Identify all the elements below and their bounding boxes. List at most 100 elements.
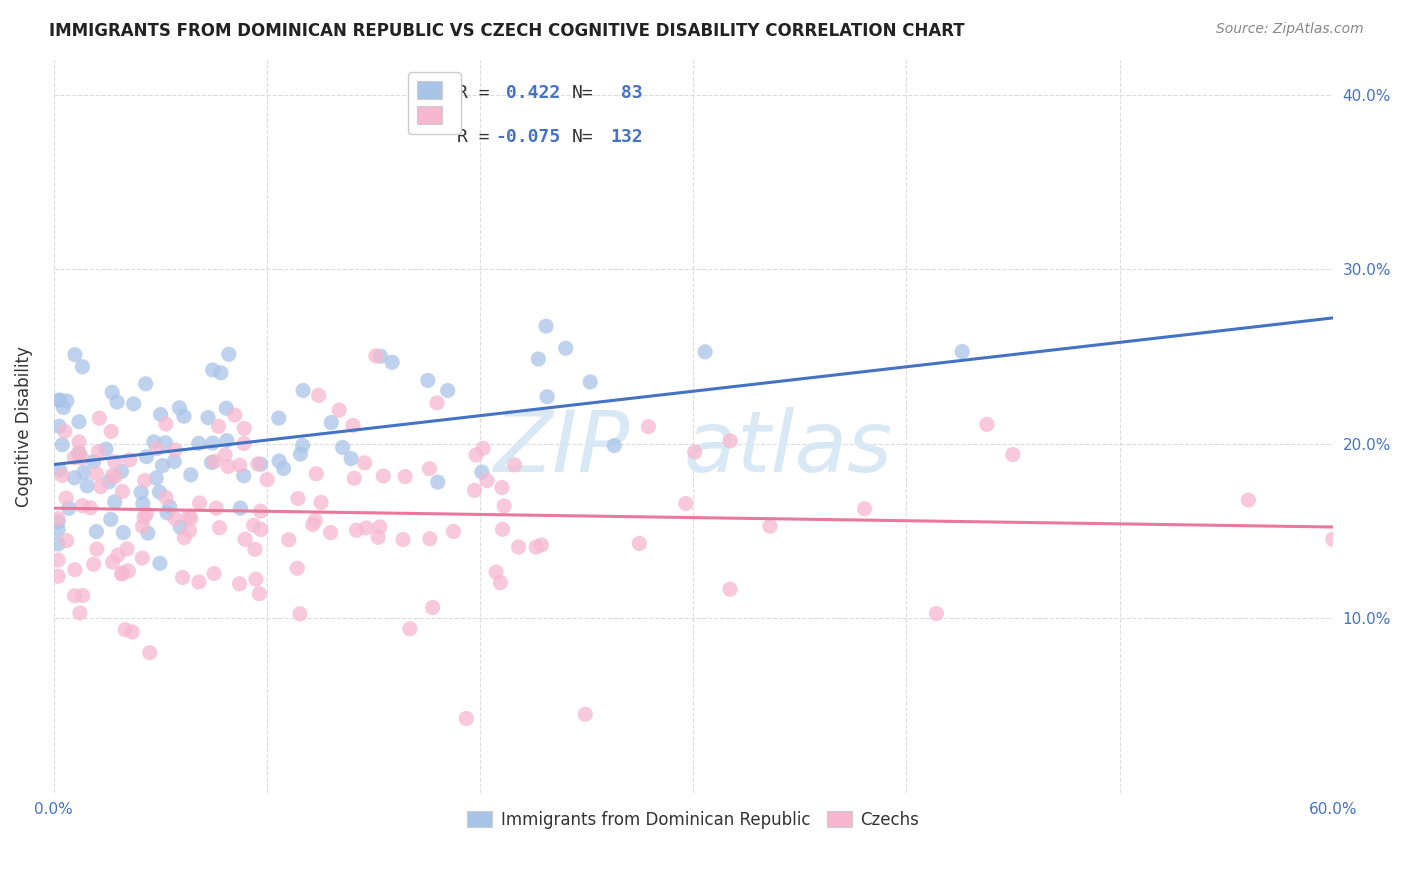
Point	[232, 436, 254, 450]
Point	[76, 479, 98, 493]
Text: IMMIGRANTS FROM DOMINICAN REPUBLIC VS CZECH COGNITIVE DISABILITY CORRELATION CHA: IMMIGRANTS FROM DOMINICAN REPUBLIC VS CZ…	[49, 22, 965, 40]
Point	[290, 447, 312, 461]
Point	[46, 512, 69, 526]
Point	[70, 451, 93, 466]
Point	[138, 646, 160, 660]
Point	[48, 393, 70, 408]
Point	[285, 561, 308, 575]
Point	[179, 524, 201, 538]
Text: -0.075: -0.075	[495, 128, 561, 145]
Point	[332, 441, 354, 455]
Point	[49, 393, 72, 408]
Point	[121, 625, 143, 640]
Point	[111, 566, 134, 580]
Point	[426, 396, 449, 410]
Point	[132, 497, 155, 511]
Point	[111, 484, 134, 499]
Point	[136, 526, 159, 541]
Point	[269, 454, 291, 468]
Point	[172, 570, 194, 584]
Point	[63, 471, 86, 485]
Point	[135, 376, 157, 391]
Point	[94, 442, 117, 457]
Point	[472, 442, 495, 456]
Point	[554, 341, 576, 355]
Point	[245, 572, 267, 586]
Point	[356, 521, 378, 535]
Point	[173, 531, 195, 545]
Point	[441, 524, 464, 539]
Point	[503, 458, 526, 472]
Legend: Immigrants from Dominican Republic, Czechs: Immigrants from Dominican Republic, Czec…	[461, 805, 925, 836]
Point	[456, 711, 478, 725]
Point	[105, 395, 128, 409]
Point	[46, 553, 69, 567]
Point	[67, 446, 90, 460]
Point	[232, 468, 254, 483]
Point	[188, 496, 211, 510]
Point	[142, 434, 165, 449]
Point	[534, 319, 557, 334]
Point	[491, 522, 513, 536]
Point	[579, 375, 602, 389]
Point	[603, 439, 626, 453]
Point	[104, 469, 127, 483]
Point	[100, 512, 122, 526]
Point	[101, 385, 124, 400]
Point	[292, 384, 315, 398]
Point	[208, 521, 231, 535]
Point	[155, 435, 177, 450]
Point	[950, 344, 973, 359]
Point	[72, 499, 94, 513]
Point	[67, 446, 90, 460]
Text: N=: N=	[572, 84, 593, 102]
Point	[249, 457, 271, 471]
Point	[491, 480, 513, 494]
Point	[637, 419, 659, 434]
Point	[83, 558, 105, 572]
Point	[79, 500, 101, 515]
Point	[373, 469, 395, 483]
Text: 0.422: 0.422	[495, 84, 561, 102]
Point	[104, 455, 127, 469]
Point	[759, 519, 782, 533]
Point	[392, 533, 415, 547]
Point	[63, 348, 86, 362]
Point	[367, 530, 389, 544]
Point	[159, 500, 181, 514]
Point	[301, 517, 323, 532]
Point	[718, 582, 741, 597]
Point	[131, 551, 153, 566]
Point	[256, 473, 278, 487]
Point	[675, 497, 697, 511]
Point	[165, 511, 187, 525]
Point	[215, 434, 238, 448]
Point	[46, 515, 69, 529]
Point	[107, 548, 129, 562]
Point	[72, 359, 94, 374]
Point	[101, 468, 124, 483]
Point	[111, 567, 134, 582]
Point	[152, 458, 174, 473]
Point	[1237, 493, 1260, 508]
Point	[53, 425, 76, 439]
Point	[58, 501, 80, 516]
Point	[340, 451, 363, 466]
Point	[215, 401, 238, 416]
Point	[305, 467, 328, 481]
Point	[494, 499, 516, 513]
Point	[46, 523, 69, 537]
Point	[110, 465, 132, 479]
Point	[112, 525, 135, 540]
Point	[214, 448, 236, 462]
Point	[163, 454, 186, 468]
Point	[683, 445, 706, 459]
Point	[853, 501, 876, 516]
Point	[718, 434, 741, 448]
Point	[976, 417, 998, 432]
Point	[134, 474, 156, 488]
Point	[51, 468, 73, 483]
Y-axis label: Cognitive Disability: Cognitive Disability	[15, 346, 32, 507]
Text: Source: ZipAtlas.com: Source: ZipAtlas.com	[1216, 22, 1364, 37]
Point	[90, 480, 112, 494]
